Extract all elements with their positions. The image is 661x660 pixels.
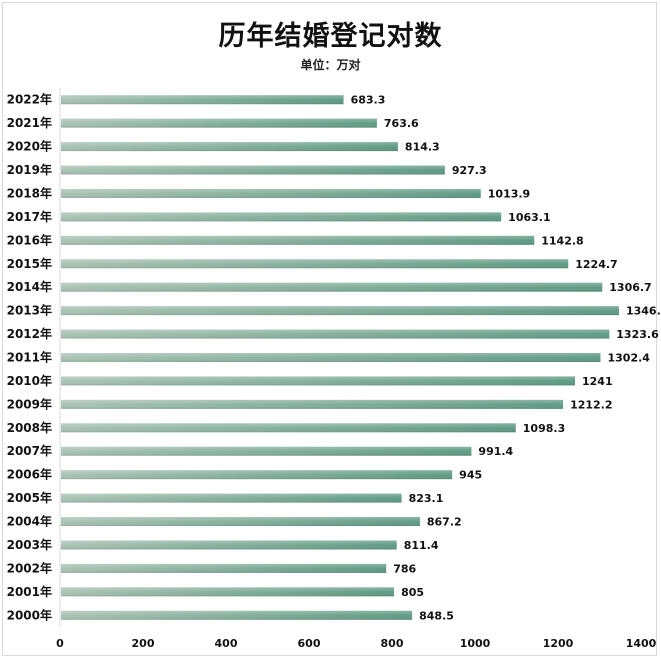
- category-label: 2020年: [7, 139, 52, 154]
- category-label: 2003年: [7, 537, 52, 552]
- value-label: 927.3: [452, 164, 487, 177]
- category-label: 2021年: [7, 115, 52, 130]
- value-label: 683.3: [351, 94, 386, 107]
- category-label: 2018年: [7, 185, 52, 200]
- category-label: 2000年: [7, 607, 52, 622]
- bar-shade: [61, 540, 397, 550]
- value-label: 945: [459, 469, 482, 482]
- bar-shade: [61, 446, 472, 456]
- bar-shade: [61, 329, 610, 339]
- category-label: 2012年: [7, 326, 52, 341]
- bar-shade: [61, 610, 413, 620]
- category-label: 2007年: [7, 443, 52, 458]
- category-label: 2008年: [7, 420, 52, 435]
- category-label: 2013年: [7, 303, 52, 318]
- bar-shade: [61, 587, 395, 597]
- x-tick-label: 200: [132, 637, 155, 650]
- x-tick-label: 800: [381, 637, 404, 650]
- value-label: 823.1: [409, 492, 444, 505]
- x-tick-label: 1400: [626, 637, 657, 650]
- category-label: 2019年: [7, 162, 52, 177]
- value-label: 1063.1: [508, 211, 550, 224]
- category-label: 2005年: [7, 490, 52, 505]
- value-label: 1302.4: [607, 352, 650, 365]
- x-tick-label: 0: [56, 637, 64, 650]
- bar-shade: [61, 235, 535, 245]
- value-label: 786: [393, 562, 416, 575]
- value-label: 1306.7: [609, 281, 651, 294]
- x-tick-label: 1200: [543, 637, 574, 650]
- category-label: 2009年: [7, 396, 52, 411]
- chart-title: 历年结婚登记对数: [218, 21, 443, 52]
- bar-shade: [61, 376, 576, 386]
- value-label: 991.4: [478, 445, 513, 458]
- bar-shade: [61, 142, 398, 152]
- value-label: 763.6: [384, 117, 419, 130]
- value-label: 811.4: [404, 539, 439, 552]
- value-label: 1142.8: [541, 234, 583, 247]
- bar-shade: [61, 188, 481, 198]
- category-label: 2006年: [7, 467, 52, 482]
- category-label: 2010年: [7, 373, 52, 388]
- value-label: 1224.7: [575, 258, 617, 271]
- category-label: 2004年: [7, 514, 52, 529]
- chart-subtitle: 单位：万对: [300, 58, 361, 72]
- category-label: 2016年: [7, 232, 52, 247]
- bar-shade: [61, 353, 601, 362]
- bar-shade: [61, 212, 502, 222]
- x-tick-label: 1000: [460, 637, 491, 650]
- category-label: 2002年: [7, 560, 52, 575]
- bar-shade: [61, 165, 445, 175]
- value-label: 814.3: [405, 141, 440, 154]
- bar-shade: [61, 517, 420, 527]
- category-label: 2022年: [7, 92, 52, 107]
- value-label: 1098.3: [523, 422, 565, 435]
- bar-shade: [61, 118, 377, 128]
- bar-shade: [61, 95, 344, 105]
- bar-shade: [61, 306, 619, 316]
- x-tick-label: 400: [215, 637, 238, 650]
- x-tick-label: 600: [298, 637, 321, 650]
- value-label: 1346.9: [626, 305, 661, 318]
- value-label: 805: [401, 586, 424, 599]
- bar-shade: [61, 282, 603, 292]
- value-label: 1241: [582, 375, 613, 388]
- bar-shade: [61, 399, 564, 409]
- value-label: 1013.9: [488, 187, 530, 200]
- bar-shade: [61, 493, 402, 503]
- value-label: 1212.2: [570, 398, 612, 411]
- category-label: 2001年: [7, 584, 52, 599]
- value-label: 1323.6: [616, 328, 659, 341]
- bar-shade: [61, 470, 453, 480]
- bar-shade: [61, 259, 569, 269]
- bar-shade: [61, 423, 516, 433]
- category-label: 2015年: [7, 256, 52, 271]
- bar-shade: [61, 563, 387, 573]
- category-label: 2017年: [7, 209, 52, 224]
- value-label: 848.5: [419, 609, 454, 622]
- value-label: 867.2: [427, 516, 462, 529]
- category-label: 2011年: [7, 350, 52, 365]
- category-label: 2014年: [7, 279, 52, 294]
